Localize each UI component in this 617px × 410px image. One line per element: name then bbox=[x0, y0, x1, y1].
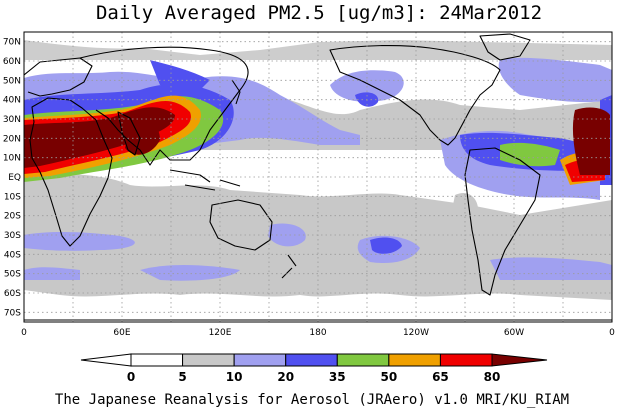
figure-title: Daily Averaged PM2.5 [ug/m3]: 24Mar2012 bbox=[96, 2, 542, 24]
lon-tick-label: 60W bbox=[504, 328, 524, 338]
coast-africa bbox=[29, 97, 113, 247]
map-frame bbox=[23, 31, 613, 323]
colorbar-segment bbox=[285, 353, 338, 367]
coast-europe bbox=[24, 57, 93, 97]
colorbar-segment bbox=[130, 353, 184, 367]
pm25-concentration-field bbox=[24, 40, 612, 300]
coast-new-zealand bbox=[281, 254, 297, 279]
colorbar-segment bbox=[439, 353, 493, 367]
latitude-labels: 70N 60N 50N 40N 30N 20N 10N EQ 10S 20S 30S 40S 50S 60… bbox=[3, 38, 21, 319]
colorbar-tick-label: 50 bbox=[381, 370, 398, 384]
lat-tick-label: 70S bbox=[4, 308, 21, 318]
coast-australia bbox=[209, 199, 273, 251]
colorbar-tick-label: 0 bbox=[127, 370, 135, 384]
lat-tick-label: 10N bbox=[3, 154, 21, 164]
colorbar-tick-label: 5 bbox=[178, 370, 186, 384]
colorbar-tick-label: 80 bbox=[484, 370, 501, 384]
lat-tick-label: EQ bbox=[8, 173, 21, 183]
lat-tick-label: 60N bbox=[3, 57, 21, 67]
lat-tick-label: 50S bbox=[4, 270, 21, 280]
lat-tick-label: 70N bbox=[3, 38, 21, 48]
colorbar-segment bbox=[182, 353, 235, 367]
colorbar-tick-label: 35 bbox=[329, 370, 346, 384]
colorbar-upper-arrow bbox=[491, 353, 548, 367]
colorbar-lower-arrow bbox=[80, 353, 132, 367]
coast-north-america bbox=[329, 45, 501, 146]
coast-greenland bbox=[479, 33, 531, 61]
lat-tick-label: 50N bbox=[3, 76, 21, 86]
lat-tick-label: 40S bbox=[4, 250, 21, 260]
credit-line: The Japanese Reanalysis for Aerosol (JRA… bbox=[55, 392, 569, 408]
lon-tick-label: 180 bbox=[309, 328, 326, 338]
colorbar-segment bbox=[388, 353, 441, 367]
colorbar: 0 5 10 20 35 50 65 80 bbox=[80, 353, 548, 384]
coast-japan bbox=[231, 79, 241, 105]
colorbar-tick-label: 65 bbox=[432, 370, 449, 384]
colorbar-segment bbox=[233, 353, 287, 367]
lon-tick-label: 0 bbox=[21, 328, 27, 338]
coast-south-america bbox=[464, 147, 541, 296]
lat-tick-label: 60S bbox=[4, 289, 21, 299]
lon-tick-label: 60E bbox=[113, 328, 130, 338]
lon-tick-label: 120W bbox=[403, 328, 429, 338]
colorbar-segment bbox=[336, 353, 390, 367]
colorbar-tick-label: 10 bbox=[226, 370, 243, 384]
colorbar-tick-label: 20 bbox=[277, 370, 294, 384]
coast-indonesia bbox=[169, 169, 241, 191]
lat-tick-label: 20N bbox=[3, 134, 21, 144]
lon-tick-label: 0 bbox=[609, 328, 615, 338]
coast-asia bbox=[79, 46, 249, 166]
coastlines bbox=[24, 33, 612, 321]
lat-tick-label: 30S bbox=[4, 231, 21, 241]
lat-tick-label: 30N bbox=[3, 115, 21, 125]
lat-tick-label: 40N bbox=[3, 96, 21, 106]
lon-tick-label: 120E bbox=[209, 328, 232, 338]
longitude-gridlines bbox=[72, 32, 564, 322]
lat-tick-label: 20S bbox=[4, 212, 21, 222]
map-plot-area bbox=[23, 31, 613, 323]
lat-tick-label: 10S bbox=[4, 192, 21, 202]
longitude-labels: 0 60E 120E 180 120W 60W 0 bbox=[21, 328, 615, 338]
